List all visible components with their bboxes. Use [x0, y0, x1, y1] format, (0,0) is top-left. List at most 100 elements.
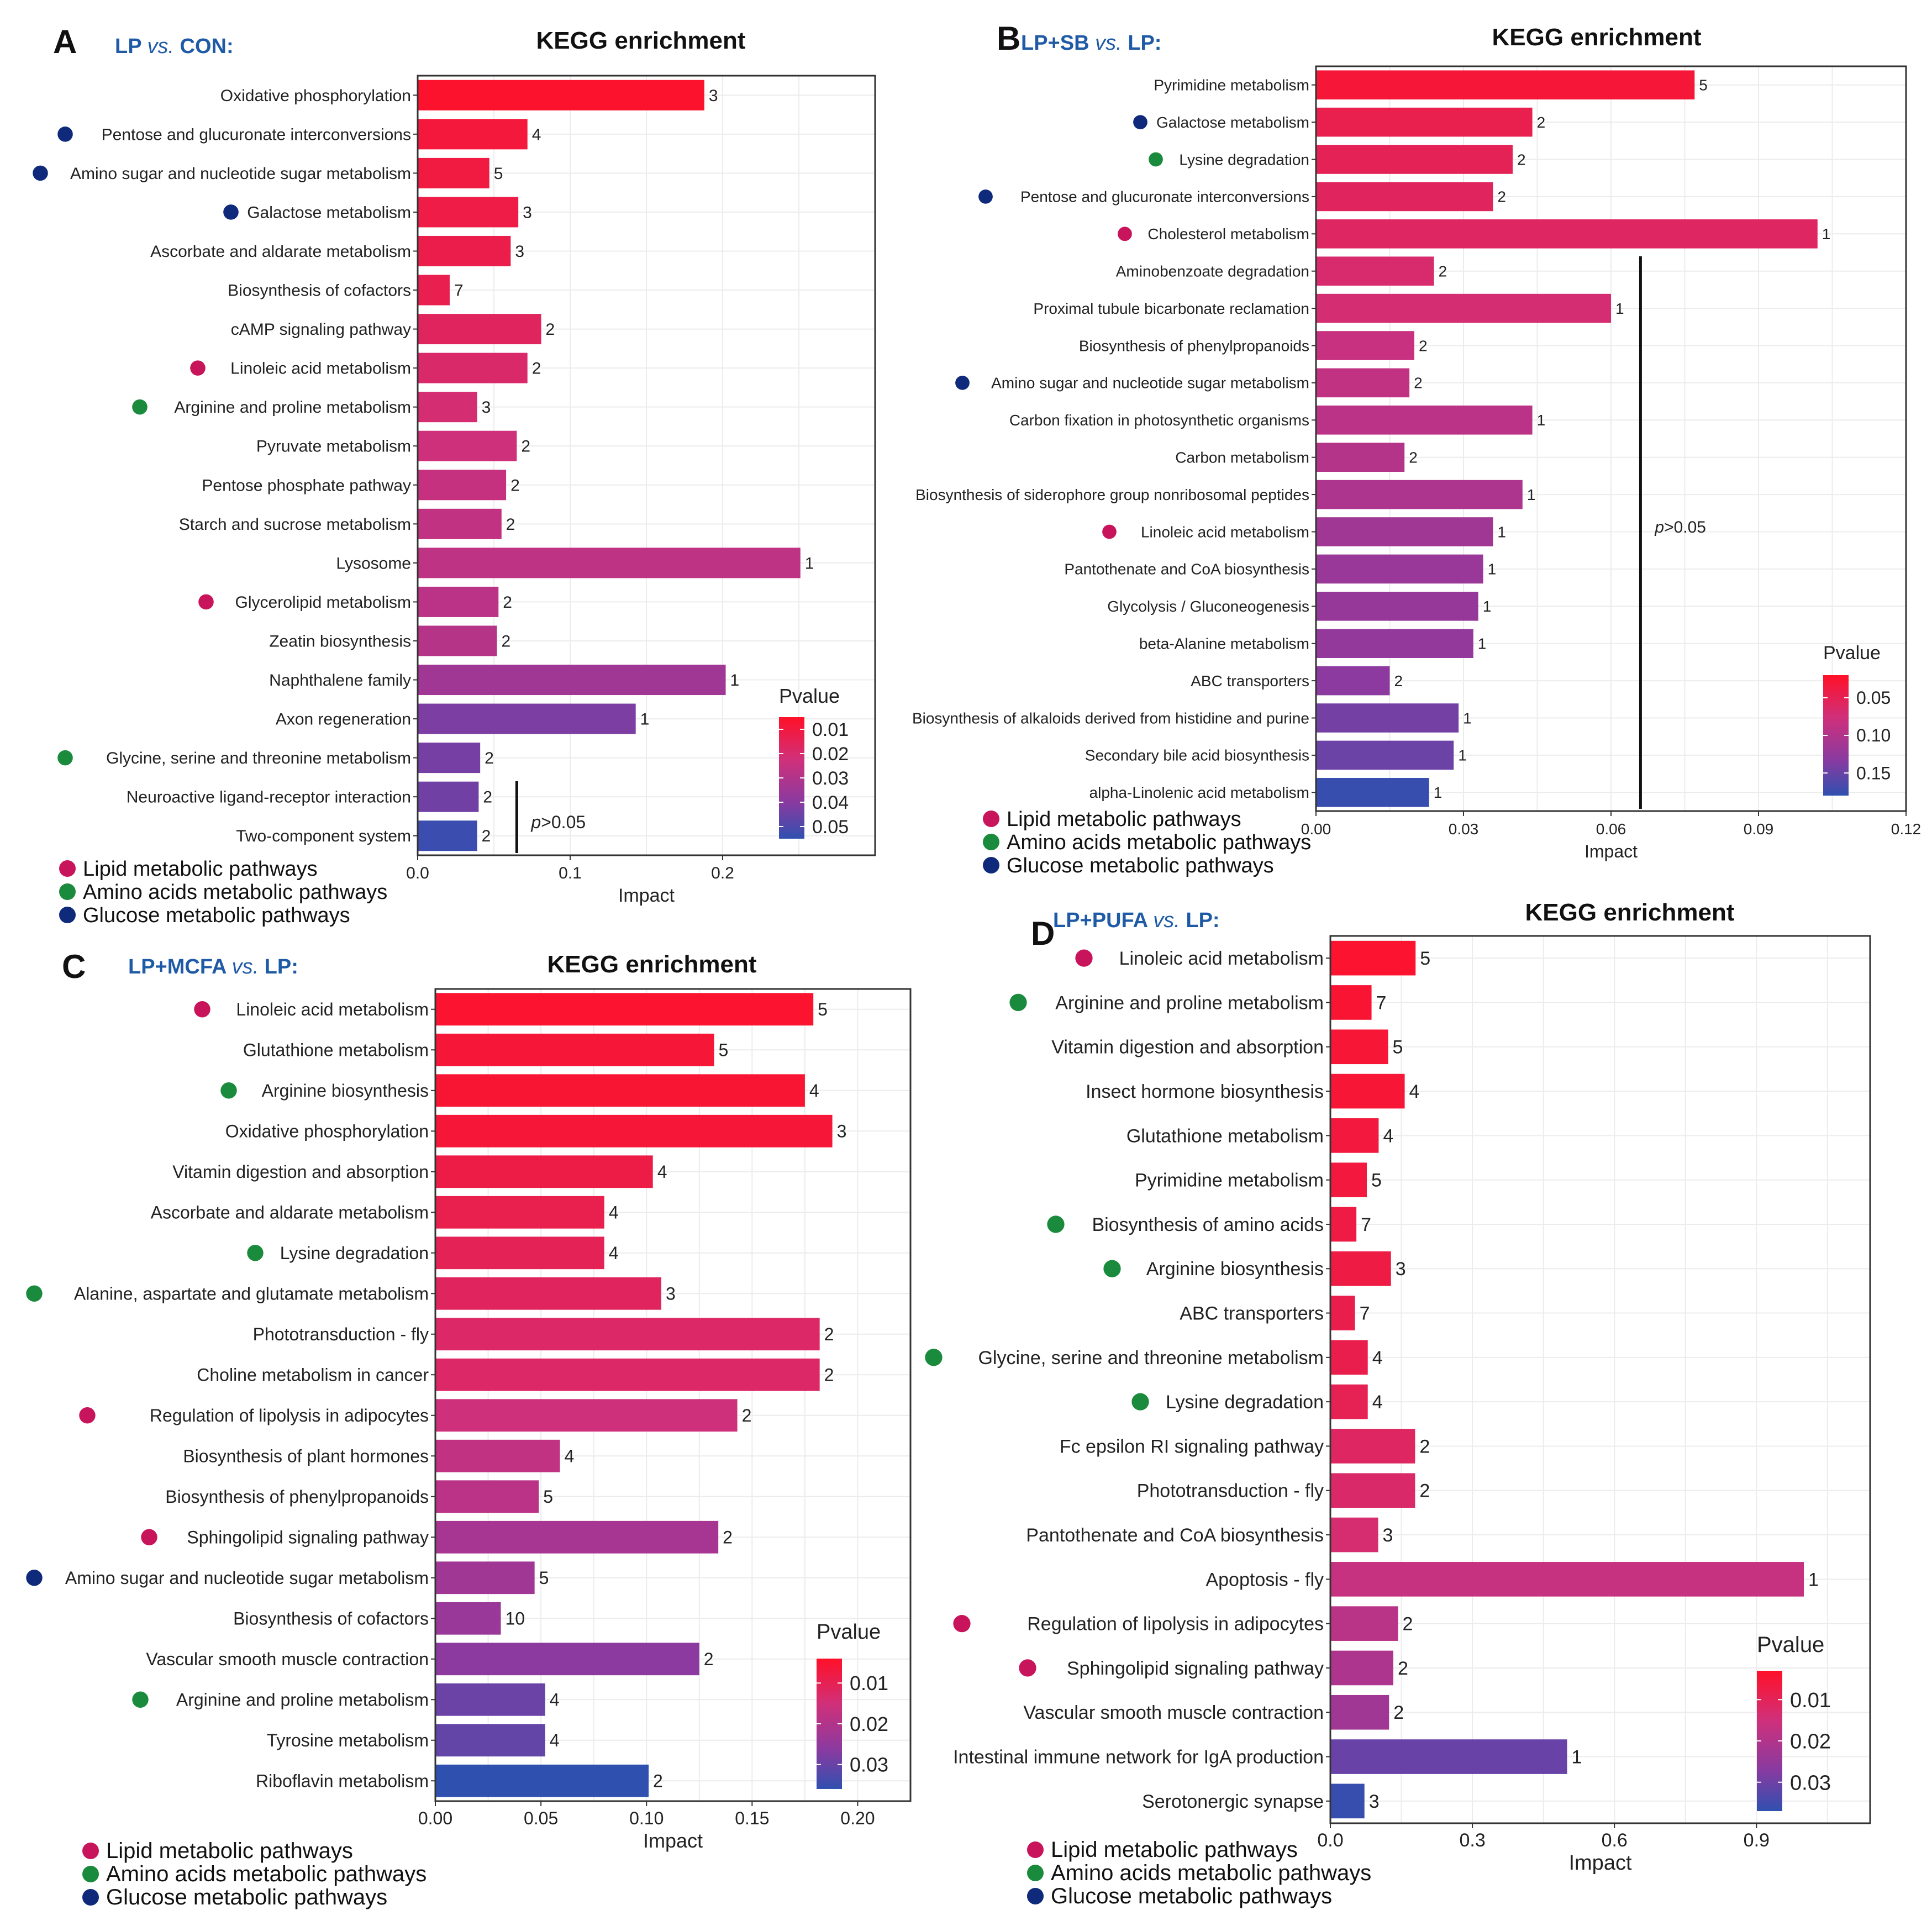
- pathway-legend-marker: [82, 1866, 99, 1882]
- pvalue-tick-label: 0.02: [850, 1713, 888, 1735]
- comparison-post: CON:: [174, 35, 234, 58]
- x-tick-label: 0.6: [1602, 1830, 1628, 1851]
- category-label: Arginine biosynthesis: [1146, 1259, 1324, 1280]
- bar: [1330, 985, 1372, 1020]
- x-tick-label: 0.10: [629, 1808, 664, 1828]
- bar: [435, 1236, 604, 1270]
- category-label: beta-Alanine metabolism: [1139, 635, 1309, 652]
- category-label: Lysine degradation: [1166, 1392, 1324, 1413]
- x-tick-label: 0.0: [406, 864, 429, 882]
- category-label: Pyruvate metabolism: [256, 438, 411, 456]
- category-label: Ascorbate and aldarate metabolism: [151, 1202, 429, 1222]
- bar-hit-label: 4: [657, 1162, 667, 1182]
- comparison-pre: LP: [115, 35, 147, 58]
- category-label: Pyrimidine metabolism: [1135, 1170, 1324, 1191]
- x-tick-label: 0.3: [1459, 1830, 1485, 1851]
- bar: [1330, 1029, 1388, 1065]
- bar-hit-label: 2: [485, 749, 494, 767]
- bar-hit-label: 3: [709, 87, 718, 105]
- category-label: Neuroactive ligand-receptor interaction: [127, 788, 411, 807]
- panel-C: C LP+MCFA vs. LP: KEGG enrichment 5 Linoleic…: [26, 948, 912, 1909]
- bar: [1316, 778, 1429, 807]
- bar-hit-label: 7: [1360, 1303, 1370, 1324]
- bar: [418, 548, 801, 578]
- bar-hit-label: 2: [1398, 1658, 1408, 1679]
- bar: [1330, 1739, 1567, 1774]
- bar-hit-label: 2: [521, 438, 530, 456]
- bar-hit-label: 5: [719, 1040, 729, 1060]
- bar-hit-label: 1: [1483, 598, 1492, 615]
- bar-hit-label: 3: [837, 1121, 847, 1141]
- pathway-legend-label: Amino acids metabolic pathways: [1051, 1861, 1371, 1885]
- bar-hit-label: 2: [483, 788, 492, 807]
- pathway-class-dot: [26, 1570, 43, 1586]
- bar: [435, 1277, 661, 1310]
- comparison-vs: vs.: [1095, 31, 1122, 55]
- pvalue-tick-label: 0.15: [1856, 763, 1891, 783]
- bar-hit-label: 1: [1458, 747, 1467, 764]
- pathway-legend-marker: [983, 857, 999, 873]
- bar: [1330, 940, 1416, 976]
- category-label: Naphthalene family: [269, 671, 411, 690]
- category-label: ABC transporters: [1180, 1303, 1324, 1324]
- bar: [1316, 256, 1434, 286]
- pathway-class-dot: [1102, 524, 1117, 539]
- comparison-vs: vs.: [232, 955, 259, 978]
- category-label: Biosynthesis of plant hormones: [183, 1446, 429, 1466]
- bar-hit-label: 2: [1439, 263, 1447, 280]
- pathway-class-dot: [132, 399, 148, 415]
- bar: [1330, 1384, 1368, 1419]
- bar-hit-label: 5: [539, 1568, 549, 1588]
- category-label: Vitamin digestion and absorption: [1051, 1037, 1324, 1058]
- bar: [1316, 182, 1493, 212]
- bar-hit-label: 1: [1615, 300, 1624, 317]
- pathway-class-dot: [1133, 115, 1147, 129]
- bar: [1316, 107, 1533, 137]
- category-label: Lysosome: [336, 554, 411, 572]
- comparison-pre: LP+PUFA: [1053, 909, 1153, 932]
- category-label: Apoptosis - fly: [1205, 1569, 1324, 1590]
- bar-hit-label: 2: [502, 632, 511, 650]
- pathway-legend-marker: [82, 1843, 99, 1859]
- bar-hit-label: 1: [1537, 412, 1546, 429]
- threshold-label: p>0.05: [1654, 518, 1706, 536]
- bar: [418, 80, 704, 110]
- bar-hit-label: 10: [505, 1608, 525, 1628]
- pathway-class-dot: [26, 1285, 43, 1302]
- chart-title: KEGG enrichment: [1525, 899, 1735, 926]
- pvalue-tick-label: 0.01: [1790, 1689, 1831, 1712]
- bar-hit-label: 4: [550, 1690, 560, 1709]
- category-label: Biosynthesis of phenylpropanoids: [1079, 337, 1309, 354]
- bar: [1330, 1650, 1393, 1686]
- bar-hit-label: 1: [1434, 784, 1443, 801]
- category-label: Linoleic acid metabolism: [1141, 523, 1309, 540]
- bar: [1330, 1118, 1379, 1153]
- bar: [1330, 1340, 1368, 1375]
- bar: [435, 1561, 535, 1595]
- bar-hit-label: 1: [1478, 635, 1487, 652]
- pvalue-legend-title: Pvalue: [817, 1620, 881, 1644]
- pathway-class-dot: [220, 1082, 237, 1099]
- category-label: Glycerolipid metabolism: [235, 593, 411, 612]
- category-label: Proximal tubule bicarbonate reclamation: [1033, 300, 1309, 317]
- category-label: Fc epsilon RI signaling pathway: [1060, 1436, 1324, 1457]
- category-label: Pentose and glucuronate interconversions: [1020, 188, 1309, 206]
- comparison-post: LP:: [259, 955, 298, 978]
- category-label: Insect hormone biosynthesis: [1086, 1081, 1324, 1102]
- pathway-legend-label: Lipid metabolic pathways: [106, 1839, 353, 1863]
- bar: [435, 1318, 820, 1351]
- bar: [1316, 592, 1478, 621]
- category-label: Riboflavin metabolism: [256, 1771, 429, 1791]
- bar: [418, 352, 528, 383]
- chart-title: KEGG enrichment: [536, 27, 746, 54]
- bar: [435, 1764, 649, 1797]
- category-label: cAMP signaling pathway: [231, 320, 411, 339]
- bar: [1316, 517, 1493, 546]
- bar-hit-label: 1: [1572, 1746, 1582, 1767]
- category-label: Serotonergic synapse: [1142, 1791, 1324, 1812]
- bar: [418, 235, 511, 266]
- bar-hit-label: 5: [494, 165, 503, 183]
- category-label: Linoleic acid metabolism: [236, 999, 429, 1019]
- category-label: Glycolysis / Gluconeogenesis: [1107, 598, 1309, 615]
